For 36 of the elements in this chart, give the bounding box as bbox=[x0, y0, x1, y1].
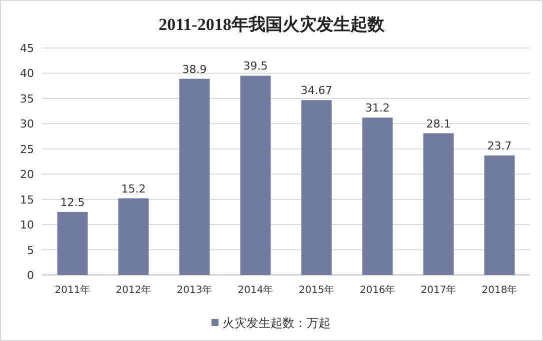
y-tick-label: 20 bbox=[20, 168, 34, 182]
chart-title: 2011-2018年我国火灾发生起数 bbox=[158, 15, 386, 34]
x-tick-label: 2011年 bbox=[54, 284, 90, 296]
data-label: 28.1 bbox=[426, 117, 451, 130]
data-label: 38.9 bbox=[182, 62, 207, 76]
y-tick-label: 10 bbox=[20, 218, 34, 232]
data-label: 34.67 bbox=[300, 84, 332, 98]
bar bbox=[362, 118, 393, 275]
data-label: 15.2 bbox=[121, 182, 146, 196]
bar bbox=[240, 76, 271, 275]
data-label: 12.5 bbox=[60, 196, 85, 209]
y-tick-label: 35 bbox=[20, 92, 34, 106]
x-tick-label: 2014年 bbox=[238, 284, 274, 296]
bar bbox=[118, 198, 149, 275]
x-tick-label: 2012年 bbox=[116, 284, 152, 296]
data-label: 39.5 bbox=[243, 60, 268, 73]
y-tick-label: 25 bbox=[20, 142, 34, 156]
bar bbox=[484, 155, 515, 275]
y-tick-label: 45 bbox=[20, 42, 34, 55]
data-label: 23.7 bbox=[487, 139, 512, 152]
y-tick-label: 5 bbox=[27, 244, 34, 257]
y-tick-label: 0 bbox=[27, 269, 34, 282]
bar bbox=[57, 212, 88, 275]
bar bbox=[423, 133, 454, 275]
data-label: 31.2 bbox=[365, 102, 390, 115]
x-tick-label: 2017年 bbox=[420, 284, 456, 296]
bar bbox=[179, 78, 210, 275]
legend-label: 火灾发生起数：万起 bbox=[222, 316, 330, 330]
x-tick-label: 2013年 bbox=[176, 284, 212, 296]
bar bbox=[301, 100, 332, 275]
y-tick-label: 40 bbox=[20, 67, 34, 80]
x-tick-label: 2018年 bbox=[482, 284, 518, 296]
x-tick-label: 2016年 bbox=[360, 284, 396, 296]
x-tick-label: 2015年 bbox=[298, 284, 334, 296]
y-tick-label: 15 bbox=[20, 193, 34, 206]
y-tick-label: 30 bbox=[20, 118, 34, 131]
